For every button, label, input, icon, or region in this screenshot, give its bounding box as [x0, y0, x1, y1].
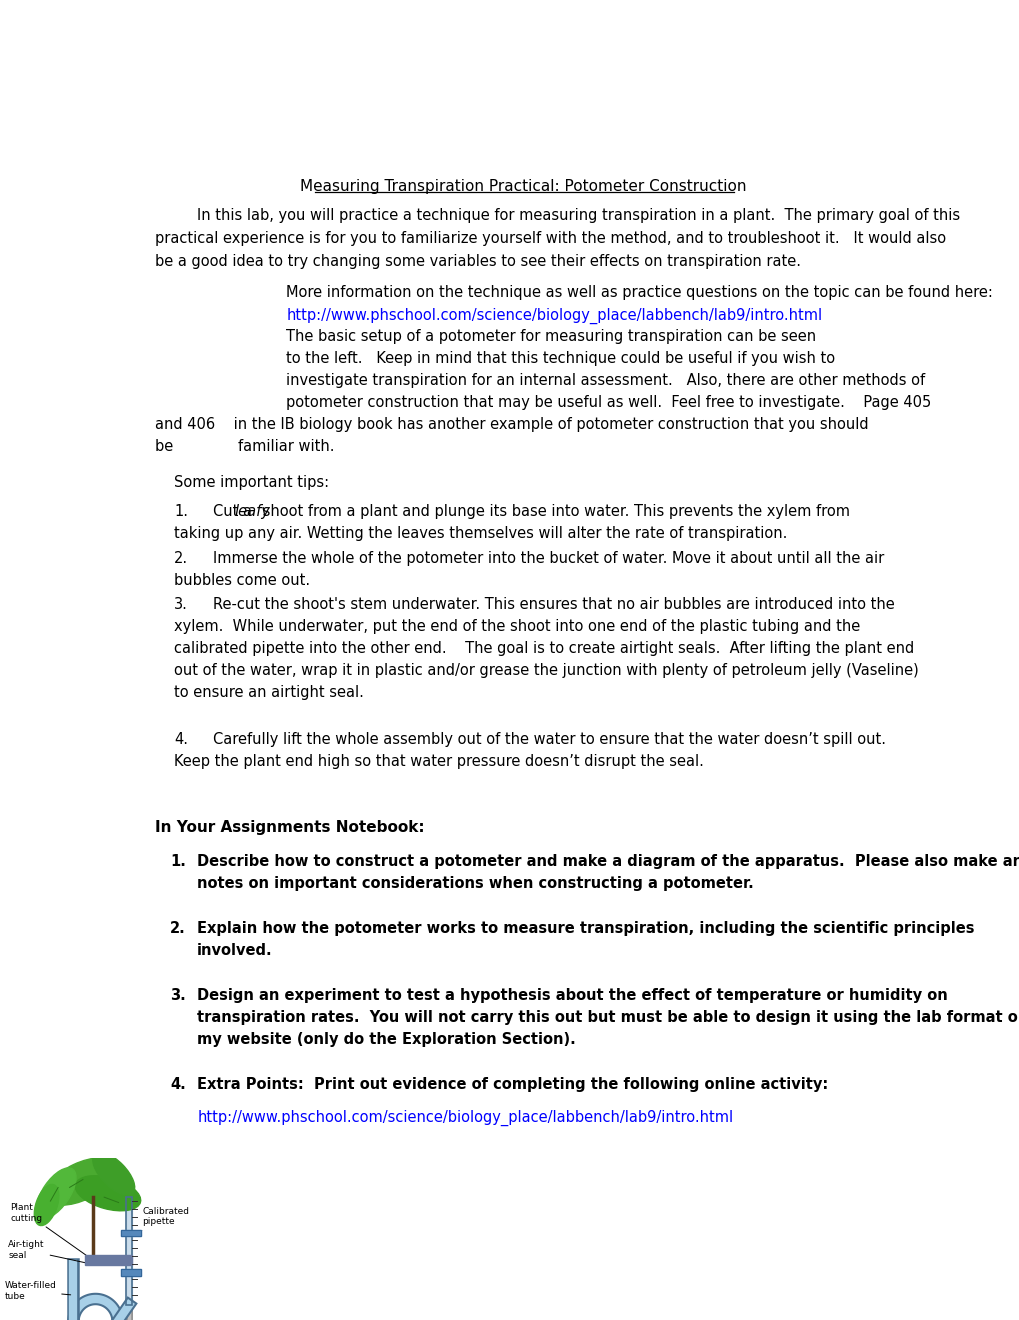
Text: Carefully lift the whole assembly out of the water to ensure that the water does: Carefully lift the whole assembly out of…	[213, 731, 884, 747]
Text: to the left.   Keep in mind that this technique could be useful if you wish to: to the left. Keep in mind that this tech…	[286, 351, 835, 366]
Text: be              familiar with.: be familiar with.	[155, 440, 334, 454]
Text: and 406    in the IB biology book has another example of potometer construction : and 406 in the IB biology book has anoth…	[155, 417, 867, 432]
Text: 2.: 2.	[170, 921, 185, 936]
Text: my website (only do the Exploration Section).: my website (only do the Exploration Sect…	[197, 1032, 576, 1047]
Text: Cut a: Cut a	[213, 504, 256, 519]
Bar	[121, 1270, 141, 1275]
Text: calibrated pipette into the other end.    The goal is to create airtight seals. : calibrated pipette into the other end. T…	[174, 642, 913, 656]
Text: 2.: 2.	[174, 550, 187, 566]
Text: The basic setup of a potometer for measuring transpiration can be seen: The basic setup of a potometer for measu…	[286, 330, 815, 345]
Text: out of the water, wrap it in plastic and/or grease the junction with plenty of p: out of the water, wrap it in plastic and…	[174, 663, 918, 678]
Text: http://www.phschool.com/science/biology_place/labbench/lab9/intro.html: http://www.phschool.com/science/biology_…	[197, 1109, 733, 1126]
Text: http://www.phschool.com/science/biology_place/labbench/lab9/intro.html: http://www.phschool.com/science/biology_…	[286, 308, 821, 323]
Text: leafy: leafy	[234, 504, 270, 519]
Ellipse shape	[93, 1152, 135, 1195]
Text: Explain how the potometer works to measure transpiration, including the scientif: Explain how the potometer works to measu…	[197, 921, 974, 936]
Text: transpiration rates.  You will not carry this out but must be able to design it : transpiration rates. You will not carry …	[197, 1010, 1019, 1026]
Ellipse shape	[35, 1184, 59, 1225]
Text: potometer construction that may be useful as well.  Feel free to investigate.   : potometer construction that may be usefu…	[286, 395, 930, 411]
Text: More information on the technique as well as practice questions on the topic can: More information on the technique as wel…	[286, 285, 993, 300]
Text: Plant
cutting: Plant cutting	[10, 1203, 91, 1258]
Bar	[121, 1230, 141, 1237]
Text: shoot from a plant and plunge its base into water. This prevents the xylem from: shoot from a plant and plunge its base i…	[258, 504, 850, 519]
Text: 1.: 1.	[170, 854, 185, 869]
Ellipse shape	[37, 1168, 76, 1218]
Text: 1.: 1.	[174, 504, 187, 519]
Text: 3.: 3.	[170, 989, 185, 1003]
Text: 3.: 3.	[174, 598, 187, 612]
Text: Calibrated
pipette: Calibrated pipette	[135, 1206, 190, 1236]
Text: Immerse the whole of the potometer into the bucket of water. Move it about until: Immerse the whole of the potometer into …	[213, 550, 883, 566]
Text: Measuring Transpiration Practical: Potometer Construction: Measuring Transpiration Practical: Potom…	[300, 180, 745, 194]
Text: Air-tight
seal: Air-tight seal	[8, 1241, 92, 1265]
Text: Re-cut the shoot's stem underwater. This ensures that no air bubbles are introdu: Re-cut the shoot's stem underwater. This…	[213, 598, 894, 612]
Text: investigate transpiration for an internal assessment.   Also, there are other me: investigate transpiration for an interna…	[286, 374, 924, 388]
Text: In Your Assignments Notebook:: In Your Assignments Notebook:	[155, 820, 424, 836]
Text: Water-filled
tube: Water-filled tube	[4, 1282, 70, 1302]
Text: 4.: 4.	[170, 1077, 185, 1092]
Text: xylem.  While underwater, put the end of the shoot into one end of the plastic t: xylem. While underwater, put the end of …	[174, 619, 859, 634]
Text: taking up any air. Wetting the leaves themselves will alter the rate of transpir: taking up any air. Wetting the leaves th…	[174, 527, 787, 541]
Text: practical experience is for you to familiarize yourself with the method, and to : practical experience is for you to famil…	[155, 231, 945, 246]
Text: notes on important considerations when constructing a potometer.: notes on important considerations when c…	[197, 876, 753, 891]
Bar	[126, 1197, 131, 1305]
Text: Describe how to construct a potometer and make a diagram of the apparatus.  Plea: Describe how to construct a potometer an…	[197, 854, 1019, 869]
Bar	[121, 1230, 141, 1237]
Bar	[85, 1254, 131, 1265]
Text: Keep the plant end high so that water pressure doesn’t disrupt the seal.: Keep the plant end high so that water pr…	[174, 754, 703, 768]
Bar	[121, 1270, 141, 1275]
Ellipse shape	[46, 1158, 116, 1205]
Text: In this lab, you will practice a technique for measuring transpiration in a plan: In this lab, you will practice a techniq…	[197, 209, 960, 223]
Ellipse shape	[75, 1176, 141, 1210]
Text: Some important tips:: Some important tips:	[174, 475, 329, 490]
Text: involved.: involved.	[197, 942, 273, 958]
Text: bubbles come out.: bubbles come out.	[174, 573, 310, 587]
Text: to ensure an airtight seal.: to ensure an airtight seal.	[174, 685, 364, 700]
Text: be a good idea to try changing some variables to see their effects on transpirat: be a good idea to try changing some vari…	[155, 253, 800, 269]
Text: 4.: 4.	[174, 731, 187, 747]
Text: Design an experiment to test a hypothesis about the effect of temperature or hum: Design an experiment to test a hypothesi…	[197, 989, 947, 1003]
Bar	[126, 1197, 131, 1305]
Text: Extra Points:  Print out evidence of completing the following online activity:: Extra Points: Print out evidence of comp…	[197, 1077, 827, 1092]
